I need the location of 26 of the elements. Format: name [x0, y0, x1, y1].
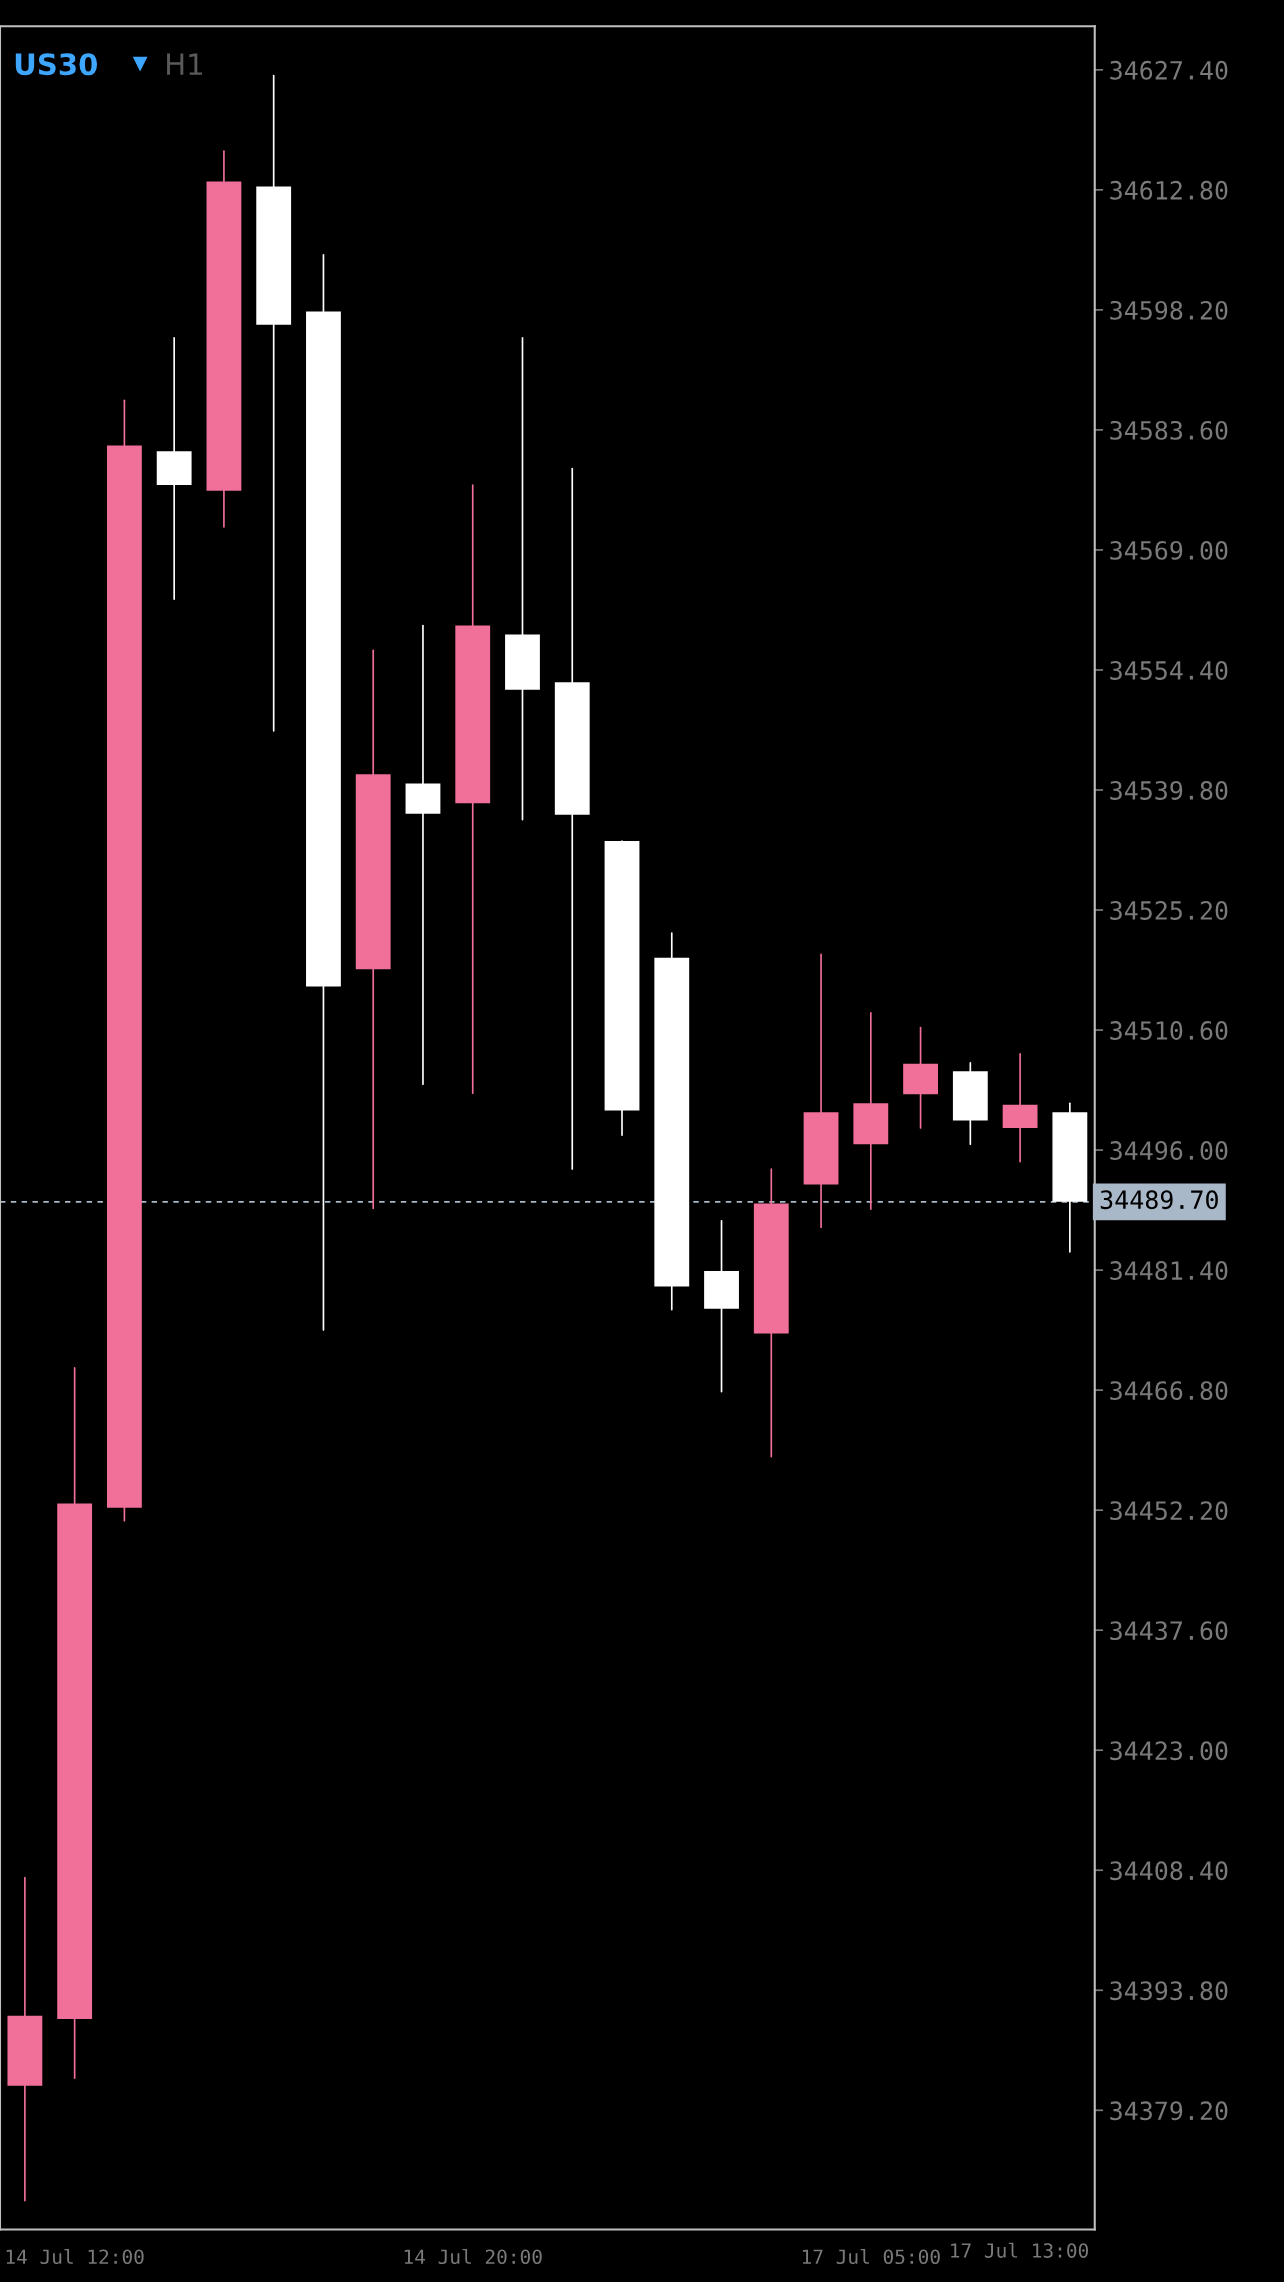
y-tick-label: 34379.20 [1110, 2101, 1228, 2121]
x-tick-label: 14 Jul 20:00 [404, 2248, 542, 2265]
y-tick-label: 34481.40 [1110, 1261, 1228, 1281]
y-tick-label: 34466.80 [1110, 1381, 1228, 1401]
y-tick-label: 34569.00 [1110, 540, 1228, 560]
y-tick-label: 34612.80 [1110, 180, 1228, 200]
x-tick-label: 14 Jul 12:00 [6, 2248, 144, 2265]
y-tick-label: 34598.20 [1110, 300, 1228, 320]
y-tick-label: 34627.40 [1110, 60, 1228, 80]
y-tick-label: 34539.80 [1110, 781, 1228, 800]
y-tick-label: 34408.40 [1110, 1861, 1228, 1881]
y-tick-label: 34583.60 [1110, 420, 1228, 440]
y-tick-label: 34452.20 [1110, 1501, 1228, 1521]
text: H1 [167, 53, 203, 75]
candlestick [405, 624, 441, 1086]
text: 17 Jul 13:00 [951, 2242, 1089, 2258]
y-tick-label: 34525.20 [1110, 901, 1228, 920]
y-tick-label: 34496.00 [1110, 1141, 1228, 1160]
y-tick-label: 34510.60 [1110, 1021, 1228, 1040]
x-tick-label: 17 Jul 05:00 [802, 2248, 940, 2265]
y-tick-label: 34554.40 [1110, 660, 1228, 680]
y-tick-label: 34437.60 [1110, 1621, 1228, 1641]
y-tick-label: 34393.80 [1110, 1981, 1228, 2001]
text: US30 [15, 53, 98, 76]
ref-line-label: 34489.70 [1100, 1190, 1218, 1210]
y-tick-label: 34423.00 [1110, 1741, 1228, 1761]
